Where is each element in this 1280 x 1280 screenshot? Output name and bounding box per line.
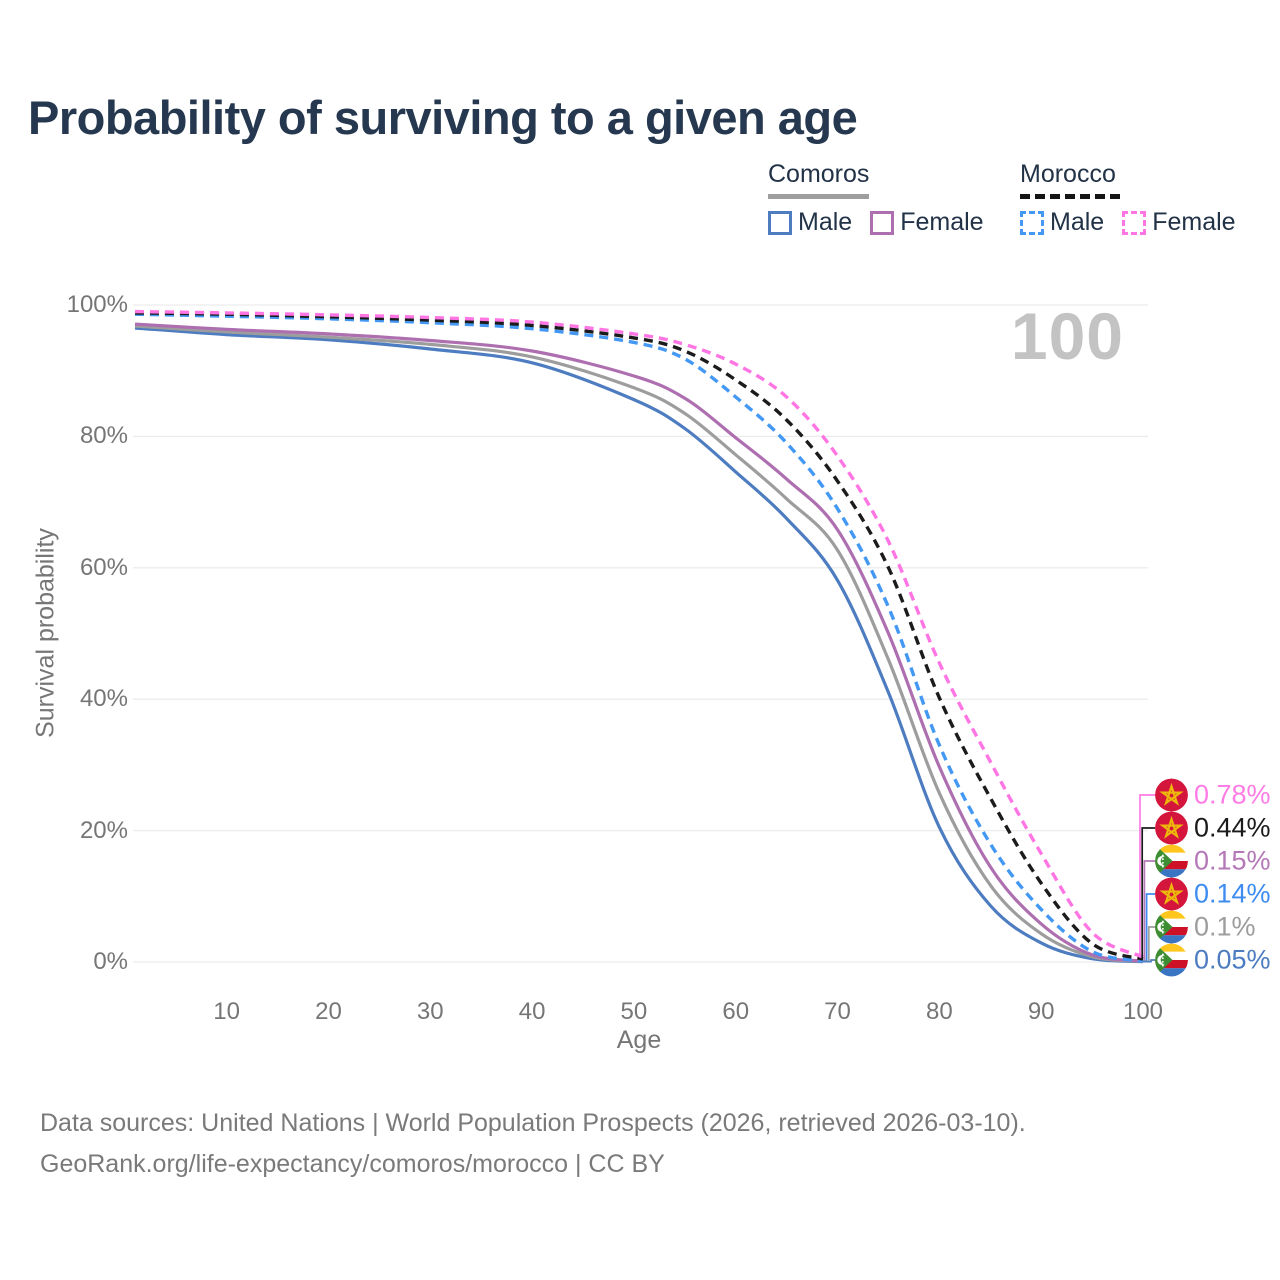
footer-url-line: GeoRank.org/life-expectancy/comoros/moro… [40, 1150, 665, 1178]
legend-group-comoros: Comoros Male Female [768, 160, 984, 237]
x-tick-label: 40 [518, 998, 546, 1025]
end-label-value: 0.15% [1194, 845, 1271, 876]
end-label-leader-line [1141, 827, 1155, 960]
line-morocco[interactable] [134, 311, 1144, 961]
morocco-flag-icon [1155, 778, 1188, 812]
legend-item-morocco-female[interactable]: Female [1122, 208, 1236, 237]
x-tick-label: 90 [1027, 998, 1055, 1025]
footer: Data sources: United Nations | World Pop… [40, 1103, 1026, 1185]
footer-source-line: Data sources: United Nations | World Pop… [40, 1109, 1026, 1137]
line-comoros-male[interactable] [134, 326, 1144, 964]
end-label-morocco-female: 0.78% [1155, 778, 1271, 812]
x-tick-label: 20 [315, 998, 342, 1025]
end-label-value: 0.1% [1194, 911, 1256, 942]
legend-item-comoros-female[interactable]: Female [870, 208, 984, 237]
legend-item-comoros-male[interactable]: Male [768, 208, 852, 237]
end-label-value: 0.05% [1194, 944, 1271, 975]
comoros-flag-icon [1155, 910, 1188, 944]
x-tick-label: 100 [1122, 998, 1164, 1025]
comoros-flag-icon [1155, 844, 1188, 878]
end-label-comoros-female: 0.15% [1155, 844, 1271, 878]
end-label-comoros: 0.1% [1155, 910, 1256, 944]
y-tick-label: 0% [93, 948, 128, 975]
legend-group-morocco: Morocco Male Female [1020, 160, 1236, 237]
morocco-flag-icon [1155, 877, 1188, 911]
x-tick-label: 30 [416, 998, 444, 1025]
end-label-value: 0.78% [1194, 779, 1271, 810]
y-axis-title: Survival probability [31, 528, 60, 738]
legend-item-morocco-male[interactable]: Male [1020, 208, 1104, 237]
comoros-flag-icon [1155, 943, 1188, 977]
end-label-value: 0.14% [1194, 878, 1271, 909]
age-watermark: 100 [1010, 299, 1124, 373]
morocco-female-swatch-icon [1122, 210, 1147, 235]
legend-group-title-morocco: Morocco [1020, 160, 1120, 199]
x-tick-label: 60 [722, 998, 750, 1025]
x-tick-label: 50 [620, 998, 648, 1025]
line-comoros-female[interactable] [134, 322, 1144, 963]
morocco-male-swatch-icon [1020, 210, 1044, 235]
y-tick-label: 100% [66, 291, 128, 318]
legend-group-title-comoros: Comoros [768, 160, 870, 199]
end-label-value: 0.44% [1194, 812, 1271, 843]
y-tick-label: 20% [79, 816, 128, 844]
line-comoros[interactable] [134, 324, 1144, 963]
page-title: Probability of surviving to a given age [28, 91, 858, 144]
end-label-morocco-male: 0.14% [1155, 877, 1271, 911]
end-label-comoros-male: 0.05% [1155, 943, 1271, 977]
line-morocco-male[interactable] [134, 312, 1144, 963]
end-label-morocco: 0.44% [1155, 811, 1271, 845]
line-morocco-female[interactable] [134, 309, 1144, 959]
end-label-leader-line [1143, 959, 1155, 963]
comoros-male-swatch-icon [768, 210, 792, 235]
y-tick-label: 60% [79, 553, 128, 581]
comoros-female-swatch-icon [870, 210, 895, 235]
x-axis-title: Age [616, 1026, 662, 1054]
x-tick-label: 10 [213, 998, 240, 1025]
x-tick-label: 80 [926, 998, 953, 1025]
x-tick-label: 70 [824, 998, 851, 1025]
morocco-flag-icon [1155, 811, 1188, 845]
y-tick-label: 40% [79, 685, 128, 713]
y-tick-label: 80% [79, 422, 128, 450]
